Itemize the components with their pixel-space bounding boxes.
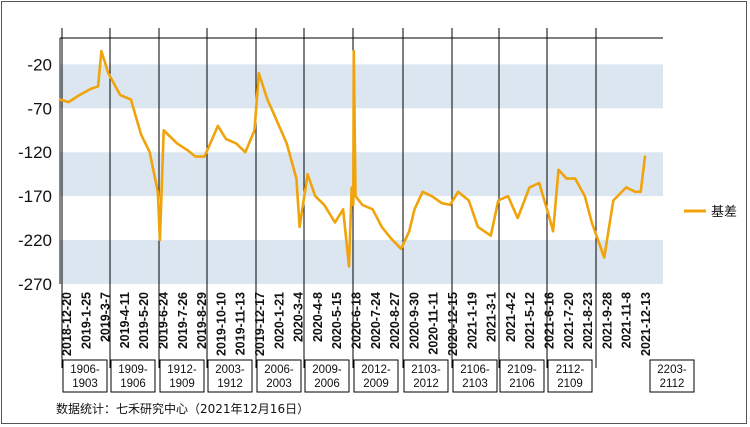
- contract-box: 2009- 2006: [304, 359, 350, 393]
- contract-box: 1909- 1906: [110, 359, 156, 393]
- x-tick-label: 2021-3-1: [485, 292, 499, 342]
- contract-box-frame: [403, 359, 449, 393]
- contract-box-frame: [207, 359, 253, 393]
- x-tick-label: 2020-7-24: [369, 292, 383, 349]
- contract-box: 2109- 2106: [499, 359, 545, 393]
- x-tick-label: 2020-3-4: [292, 292, 306, 342]
- x-tick-label: 2021-7-20: [562, 292, 576, 349]
- x-tick-label: 2021-8-23: [581, 292, 595, 349]
- x-tick-label: 2020-11-11: [427, 292, 441, 355]
- contract-top-label: 2003-: [215, 364, 245, 376]
- x-tick-label: 2021-9-28: [600, 292, 614, 349]
- x-tick-label: 2020-12-15: [446, 292, 460, 356]
- y-tick-label: -120: [18, 143, 52, 162]
- band-2: [60, 240, 663, 284]
- contract-top-label: 2106-: [460, 364, 490, 376]
- x-tick-label: 2021-6-16: [543, 292, 557, 349]
- x-tick-label: 2021-1-19: [465, 292, 479, 349]
- legend-label: 基差: [711, 205, 737, 220]
- x-axis: 2018-12-20 2019-1-25 2019-3-7 2019-4-11 2019…: [60, 292, 653, 356]
- contract-box: 2112- 2109: [547, 359, 593, 393]
- contract-top-label: 2109-: [507, 364, 537, 376]
- contract-box-frame: [499, 359, 545, 393]
- contract-box-frame: [304, 359, 350, 393]
- contract-box: 2203- 2112: [649, 359, 695, 393]
- x-tick-label: 2020-8-27: [388, 292, 402, 349]
- x-tick-label: 2019-12-17: [253, 292, 267, 356]
- y-tick-label: -220: [18, 231, 52, 250]
- contract-bottom-label: 1912: [217, 378, 243, 390]
- x-tick-label: 2019-5-20: [137, 292, 151, 349]
- contract-box: 2012- 2009: [353, 359, 399, 393]
- x-tick-label: 2019-1-25: [79, 292, 93, 349]
- contract-box: 2003- 1912: [207, 359, 253, 393]
- x-tick-label: 2021-11-8: [620, 292, 634, 348]
- contract-bottom-label: 2009: [363, 378, 389, 390]
- x-tick-label: 2020-1-21: [272, 292, 286, 349]
- series-line-basis: [58, 49, 647, 268]
- contract-box-frame: [649, 359, 695, 393]
- contract-box: 2103- 2012: [403, 359, 449, 393]
- contract-top-label: 2012-: [361, 364, 391, 376]
- x-tick-label: 2019-11-13: [234, 292, 248, 355]
- x-tick-label: 2020-5-15: [330, 292, 344, 349]
- x-tick-label: 2019-3-7: [99, 292, 113, 342]
- contract-bottom-label: 2109: [557, 378, 583, 390]
- contract-bottom-label: 2003: [266, 378, 292, 390]
- contract-box-frame: [452, 359, 498, 393]
- x-tick-label: 2019-4-11: [118, 292, 132, 348]
- x-tick-label: 2021-12-13: [639, 292, 653, 356]
- series-layer: [58, 49, 647, 268]
- contract-box-frame: [159, 359, 205, 393]
- contract-bottom-label: 2106: [509, 378, 535, 390]
- contract-box: 2006- 2003: [256, 359, 302, 393]
- x-tick-label: 2020-6-18: [350, 292, 364, 349]
- contract-top-label: 1909-: [118, 364, 148, 376]
- contract-bottom-label: 2012: [413, 378, 439, 390]
- contract-bottom-label: 1909: [169, 378, 195, 390]
- legend: 基差: [684, 205, 737, 220]
- contract-boxes: 1906- 1903 1909- 1906 1912- 1909 2003- 1912 2006…: [62, 359, 695, 393]
- contract-top-label: 2009-: [312, 364, 342, 376]
- x-tick-label: 2019-10-10: [214, 292, 228, 356]
- band-0: [60, 64, 663, 109]
- contract-bottom-label: 1903: [72, 378, 98, 390]
- x-tick-label: 2020-9-30: [407, 292, 421, 349]
- x-tick-label: 2019-6-24: [157, 292, 171, 349]
- contract-bottom-label: 1906: [120, 378, 146, 390]
- x-tick-label: 2018-12-20: [60, 292, 74, 356]
- contract-box-frame: [353, 359, 399, 393]
- contract-top-label: 2112-: [556, 364, 585, 376]
- contract-top-label: 1906-: [70, 364, 100, 376]
- contract-bottom-label: 2103: [462, 378, 488, 390]
- contract-box-frame: [110, 359, 156, 393]
- contract-top-label: 1912-: [167, 364, 197, 376]
- y-tick-label: -270: [18, 275, 52, 294]
- source-note: 数据统计：七禾研究中心（2021年12月16日）: [56, 402, 310, 416]
- x-tick-label: 2020-4-8: [311, 292, 325, 342]
- contract-box-frame: [256, 359, 302, 393]
- contract-box-frame: [62, 359, 108, 393]
- contract-box: 2106- 2103: [452, 359, 498, 393]
- x-tick-label: 2019-8-29: [195, 292, 209, 349]
- y-tick-label: -70: [27, 99, 52, 118]
- contract-box-frame: [547, 359, 593, 393]
- y-tick-label: -20: [27, 55, 52, 74]
- x-tick-label: 2021-5-12: [523, 292, 537, 349]
- y-axis: -20 -70 -120 -170 -220 -270: [18, 38, 61, 294]
- contract-top-label: 2103-: [411, 364, 441, 376]
- contract-bottom-label: 2112: [660, 378, 685, 390]
- contract-box: 1906- 1903: [62, 359, 108, 393]
- contract-box: 1912- 1909: [159, 359, 205, 393]
- contract-top-label: 2006-: [264, 364, 294, 376]
- contract-bottom-label: 2006: [314, 378, 340, 390]
- x-tick-label: 2021-4-2: [504, 292, 518, 342]
- x-tick-label: 2019-7-26: [176, 292, 190, 349]
- y-tick-label: -170: [18, 187, 52, 206]
- contract-top-label: 2203-: [657, 364, 687, 376]
